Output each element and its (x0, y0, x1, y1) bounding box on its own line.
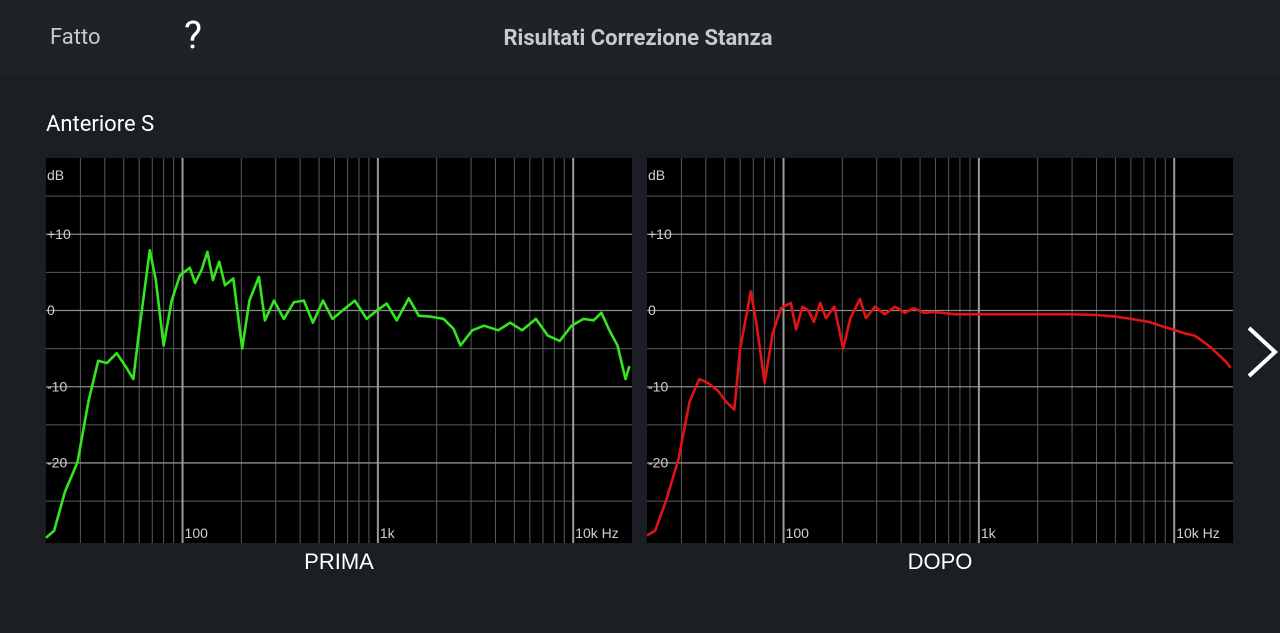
done-button[interactable]: Fatto (50, 25, 101, 50)
help-button[interactable]: ? (184, 14, 202, 58)
plot-area (46, 158, 632, 543)
x-tick-label: 10k Hz (575, 525, 619, 541)
x-tick-label: 10k Hz (1176, 525, 1220, 541)
x-tick-label: 1k (380, 525, 396, 541)
plot-area (647, 158, 1233, 543)
y-tick-label: 0 (47, 302, 55, 318)
y-tick-label: 0 (648, 302, 656, 318)
y-axis-label: dB (47, 167, 64, 183)
header-bar (0, 0, 1280, 76)
x-tick-label: 100 (786, 525, 810, 541)
y-tick-label: -10 (648, 378, 668, 394)
chart-label: DOPO (908, 549, 973, 574)
x-tick-label: 100 (185, 525, 209, 541)
next-arrow[interactable] (1247, 326, 1278, 378)
y-tick-label: +10 (47, 226, 71, 242)
x-tick-label: 1k (981, 525, 997, 541)
y-tick-label: +10 (648, 226, 672, 242)
response-line (45, 248, 631, 539)
section-title: Anteriore S (46, 112, 155, 137)
y-axis-label: dB (648, 167, 665, 183)
y-tick-label: -20 (648, 455, 668, 471)
chart-label: PRIMA (304, 549, 374, 574)
response-line (646, 290, 1232, 537)
y-tick-label: -20 (47, 455, 67, 471)
screen-title: Risultati Correzione Stanza (503, 26, 773, 51)
y-tick-label: -10 (47, 378, 67, 394)
